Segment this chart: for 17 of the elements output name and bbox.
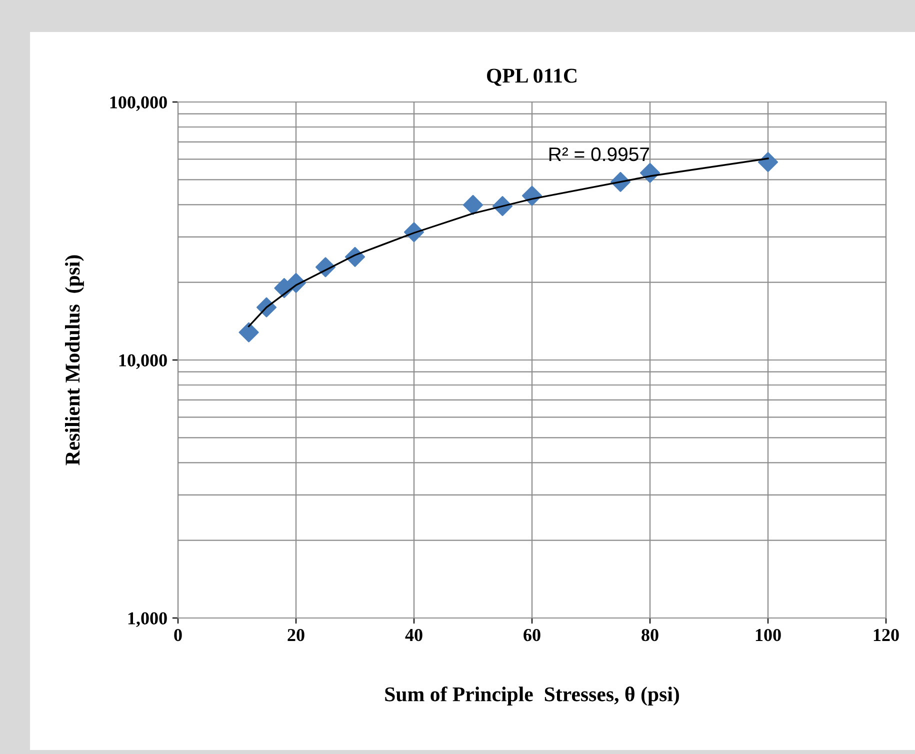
chart-title: QPL 011C (487, 68, 576, 86)
x-axis-title: Sum of Principle Stresses, θ (psi) (385, 686, 679, 706)
point (238, 322, 259, 342)
y-tick-label: 10,000 (119, 354, 167, 370)
x-tick-label: 120 (874, 628, 899, 642)
y-tick-label: 1,000 (128, 612, 167, 628)
x-tick-label: 20 (288, 628, 304, 642)
x-tick-label: 80 (642, 628, 658, 642)
x-tick-label: 40 (405, 628, 422, 642)
x-tick-label: 0 (174, 628, 182, 642)
point (462, 194, 484, 215)
annotation: R² = 0.9957 (549, 147, 650, 162)
y-axis-title: Resilient Modulus (psi) (65, 255, 84, 466)
x-tick-label: 100 (756, 628, 781, 642)
y-tick-label: 100,000 (110, 96, 167, 112)
point (758, 152, 778, 172)
x-tick-label: 60 (524, 628, 540, 642)
